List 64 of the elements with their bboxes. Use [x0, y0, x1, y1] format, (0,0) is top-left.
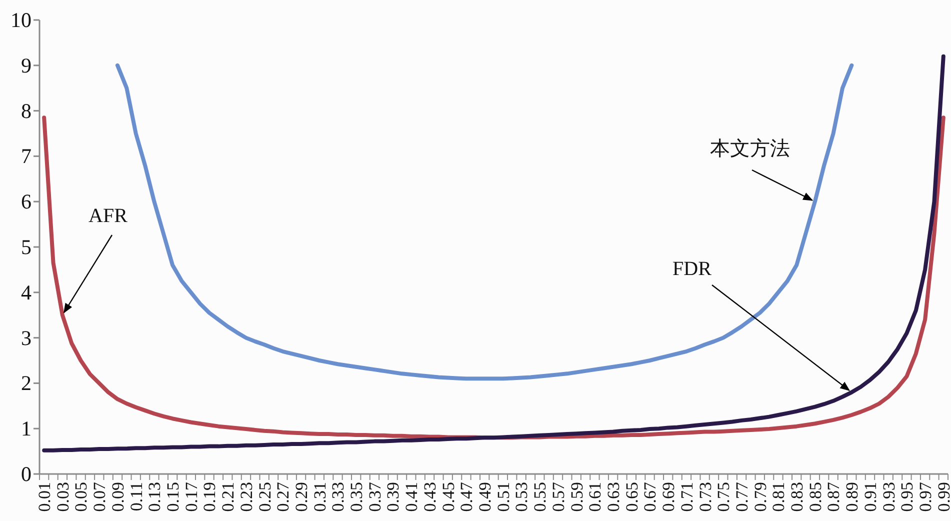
x-tick-label: 0.07 [90, 482, 110, 512]
y-tick-label: 2 [21, 371, 32, 396]
x-tick-label: 0.29 [292, 482, 311, 512]
y-tick-label: 7 [21, 144, 32, 168]
x-tick-label: 0.25 [255, 482, 274, 512]
annotation: FDR [672, 258, 712, 280]
x-tick-label: 0.83 [788, 482, 807, 512]
x-tick-label: 0.27 [274, 482, 293, 512]
x-tick-label: 0.99 [934, 482, 951, 512]
y-tick-label: 6 [21, 190, 32, 214]
x-tick-label: 0.97 [916, 482, 936, 512]
x-tick-label: 0.75 [714, 482, 734, 512]
x-tick-label: 0.17 [182, 482, 201, 512]
x-tick-label: 0.77 [732, 482, 752, 512]
y-tick-label: 4 [21, 280, 32, 304]
y-tick-label: 9 [21, 53, 32, 78]
y-tick-label: 5 [21, 235, 32, 259]
x-tick-label: 0.01 [35, 482, 54, 512]
annotation: AFR [88, 205, 128, 227]
annotation: 本文方法 [710, 138, 790, 160]
x-tick-label: 0.59 [567, 482, 586, 512]
x-tick-label: 0.63 [604, 482, 623, 512]
x-tick-label: 0.31 [310, 482, 330, 512]
x-tick-label: 0.41 [402, 482, 422, 512]
x-tick-label: 0.15 [164, 482, 183, 512]
x-tick-label: 0.43 [420, 482, 440, 512]
x-tick-label: 0.93 [879, 482, 898, 512]
x-tick-label: 0.37 [365, 482, 384, 512]
x-tick-label: 0.71 [677, 482, 696, 512]
x-tick-label: 0.69 [659, 482, 678, 512]
x-tick-label: 0.91 [860, 482, 880, 512]
x-tick-label: 0.09 [108, 482, 128, 512]
x-tick-label: 0.13 [145, 482, 164, 512]
x-tick-label: 0.21 [218, 482, 238, 512]
x-tick-label: 0.81 [769, 482, 788, 512]
x-tick-label: 0.33 [328, 482, 348, 512]
x-tick-label: 0.95 [898, 482, 917, 512]
x-tick-label: 0.53 [512, 482, 532, 512]
x-tick-label: 0.85 [806, 482, 825, 512]
x-tick-label: 0.47 [457, 482, 476, 512]
y-tick-label: 1 [21, 416, 32, 441]
x-tick-label: 0.67 [640, 482, 660, 512]
x-tick-label: 0.23 [236, 482, 256, 512]
x-tick-label: 0.03 [53, 482, 72, 512]
x-tick-label: 0.79 [750, 482, 770, 512]
x-tick-label: 0.19 [200, 482, 220, 512]
y-tick-label: 8 [21, 98, 32, 123]
y-tick-label: 10 [10, 8, 32, 32]
x-tick-label: 0.35 [347, 482, 366, 512]
x-tick-label: 0.05 [72, 482, 91, 512]
x-tick-label: 0.49 [476, 482, 495, 512]
y-tick-label: 3 [21, 326, 32, 350]
x-tick-label: 0.45 [438, 482, 458, 512]
x-tick-label: 0.55 [530, 482, 550, 512]
x-tick-label: 0.61 [586, 482, 605, 512]
x-tick-label: 0.65 [622, 482, 642, 512]
x-tick-label: 0.57 [548, 482, 568, 512]
x-tick-label: 0.51 [494, 482, 513, 512]
x-tick-label: 0.89 [842, 482, 862, 512]
x-tick-label: 0.87 [824, 482, 844, 512]
x-tick-label: 0.73 [696, 482, 715, 512]
x-tick-label: 0.11 [126, 482, 146, 512]
y-tick-label: 0 [21, 462, 32, 486]
x-tick-label: 0.39 [384, 482, 403, 512]
